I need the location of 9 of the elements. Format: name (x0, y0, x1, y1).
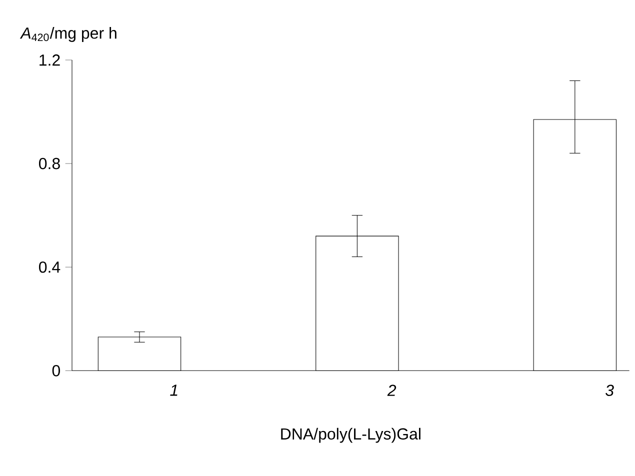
y-tick-label: 0.4 (39, 261, 60, 273)
x-tick-label: 1 (170, 384, 178, 396)
y-axis-title: A$_{420}$/mg per h (20, 27, 116, 42)
y-tick-label: 0 (52, 365, 60, 376)
x-axis-title: DNA/poly(L-Lys)Gal (281, 428, 420, 443)
y-tick-label: 1.2 (40, 54, 60, 66)
x-tick-label: 2 (387, 384, 396, 396)
x-tick-label: 3 (606, 384, 614, 396)
y-tick-label: 0.8 (39, 158, 60, 170)
